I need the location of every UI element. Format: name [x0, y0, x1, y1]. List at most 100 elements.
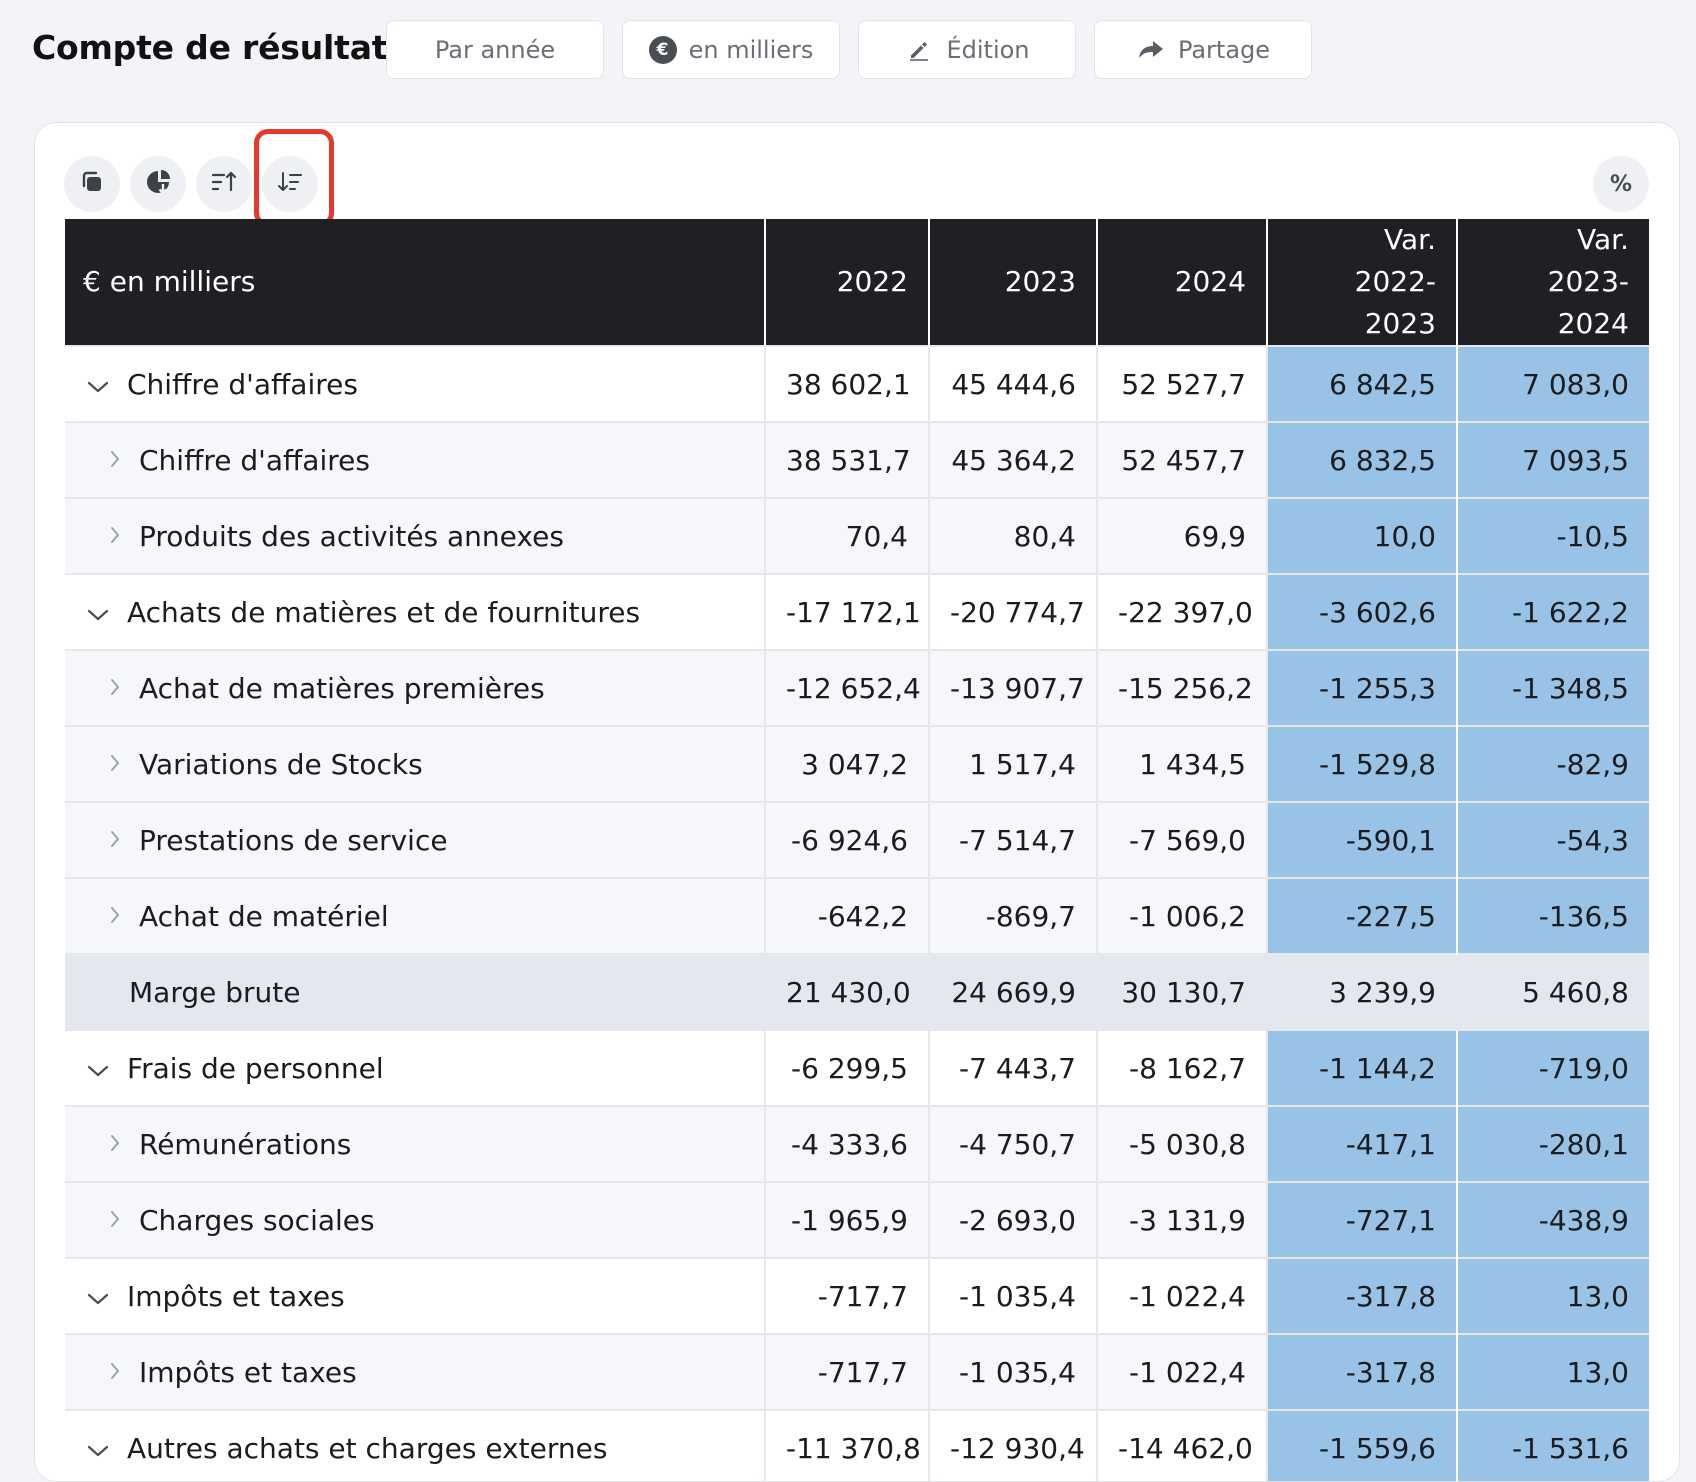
variation-2023-2024-cell: 13,0 [1457, 1333, 1649, 1410]
pencil-icon [904, 35, 934, 65]
row-label: Prestations de service [139, 823, 448, 857]
variation-2022-2023-cell: -1 255,3 [1267, 649, 1458, 726]
value-2024-cell: -22 397,0 [1097, 573, 1268, 650]
value-2022-cell: 21 430,0 [765, 953, 930, 1030]
chevron-right-icon[interactable] [109, 829, 125, 855]
variation-2023-2024-cell: -10,5 [1457, 497, 1649, 574]
chevron-right-icon[interactable] [109, 905, 125, 931]
income-statement-table: € en milliers 2022 2023 2024 Var. 2022-2… [65, 219, 1649, 1481]
value-2024-cell: -14 462,0 [1097, 1409, 1268, 1481]
value-2023-cell: -1 035,4 [929, 1333, 1098, 1410]
chevron-right-icon[interactable] [109, 525, 125, 551]
variation-2022-2023-cell: -3 602,6 [1267, 573, 1458, 650]
column-header-2022[interactable]: 2022 [765, 219, 930, 346]
row-label-cell[interactable]: Impôts et taxes [65, 1257, 766, 1334]
column-header-label: € en milliers [65, 219, 766, 346]
units-button[interactable]: € en milliers [622, 20, 840, 79]
value-2024-cell: 30 130,7 [1097, 953, 1268, 1030]
chevron-down-icon[interactable] [87, 372, 109, 400]
chevron-right-icon[interactable] [109, 1133, 125, 1159]
percent-toggle-button[interactable]: % [1593, 156, 1649, 212]
variation-2022-2023-cell: -1 529,8 [1267, 725, 1458, 802]
euro-circle-icon: € [648, 35, 677, 64]
variation-2022-2023-cell: 6 832,5 [1267, 421, 1458, 498]
column-header-2024[interactable]: 2024 [1097, 219, 1268, 346]
row-label-cell[interactable]: Autres achats et charges externes [65, 1409, 766, 1481]
sort-ascending-button[interactable] [196, 156, 252, 212]
copy-icon [78, 168, 106, 200]
variation-2022-2023-cell: 10,0 [1267, 497, 1458, 574]
value-2023-cell: -869,7 [929, 877, 1098, 954]
edit-button[interactable]: Édition [858, 20, 1076, 79]
row-label: Produits des activités annexes [139, 519, 564, 553]
value-2024-cell: -3 131,9 [1097, 1181, 1268, 1258]
chart-download-icon [143, 167, 173, 201]
chevron-down-icon[interactable] [87, 600, 109, 628]
table-row-detail: Achat de matières premières -12 652,4 -13 … [65, 649, 1649, 726]
row-label-cell[interactable]: Achat de matériel [65, 877, 766, 954]
row-label-cell[interactable]: Variations de Stocks [65, 725, 766, 802]
var-header-line1: Var. [1384, 223, 1436, 256]
top-bar: Compte de résultat Par année € en millie… [0, 0, 1696, 100]
value-2024-cell: -15 256,2 [1097, 649, 1268, 726]
variation-2023-2024-cell: -280,1 [1457, 1105, 1649, 1182]
row-label: Variations de Stocks [139, 747, 423, 781]
table-row-detail: Chiffre d'affaires 38 531,7 45 364,2 52 457… [65, 421, 1649, 498]
value-2024-cell: -1 022,4 [1097, 1257, 1268, 1334]
value-2023-cell: 45 444,6 [929, 345, 1098, 422]
row-label: Achats de matières et de fournitures [127, 595, 641, 629]
row-label-cell[interactable]: Charges sociales [65, 1181, 766, 1258]
value-2023-cell: -4 750,7 [929, 1105, 1098, 1182]
row-label: Impôts et taxes [139, 1355, 357, 1389]
column-header-var-2022-2023[interactable]: Var. 2022-2023 [1267, 219, 1458, 346]
row-label-cell[interactable]: Achats de matières et de fournitures [65, 573, 766, 650]
var-header-line1: Var. [1577, 223, 1629, 256]
chevron-right-icon[interactable] [109, 753, 125, 779]
row-label-cell[interactable]: Achat de matières premières [65, 649, 766, 726]
variation-2022-2023-cell: -317,8 [1267, 1257, 1458, 1334]
variation-2023-2024-cell: 7 083,0 [1457, 345, 1649, 422]
table-row-group: Impôts et taxes -717,7 -1 035,4 -1 022,4 -31… [65, 1257, 1649, 1334]
period-button-label: Par année [434, 35, 556, 64]
column-header-var-2023-2024[interactable]: Var. 2023-2024 [1457, 219, 1649, 346]
chevron-down-icon[interactable] [87, 1056, 109, 1084]
value-2023-cell: 1 517,4 [929, 725, 1098, 802]
value-2023-cell: -2 693,0 [929, 1181, 1098, 1258]
table-row-total: Marge brute 21 430,0 24 669,9 30 130,7 3 239… [65, 953, 1649, 1030]
variation-2023-2024-cell: -438,9 [1457, 1181, 1649, 1258]
row-label-cell[interactable]: Rémunérations [65, 1105, 766, 1182]
row-label: Autres achats et charges externes [127, 1432, 608, 1465]
value-2022-cell: -642,2 [765, 877, 930, 954]
row-label-cell[interactable]: Frais de personnel [65, 1029, 766, 1106]
chart-download-button[interactable] [130, 156, 186, 212]
row-label-cell[interactable]: Prestations de service [65, 801, 766, 878]
value-2024-cell: 69,9 [1097, 497, 1268, 574]
chevron-right-icon[interactable] [109, 677, 125, 703]
value-2023-cell: -7 514,7 [929, 801, 1098, 878]
edit-button-label: Édition [946, 35, 1030, 64]
table-row-detail: Charges sociales -1 965,9 -2 693,0 -3 131,9… [65, 1181, 1649, 1258]
sort-descending-button[interactable] [262, 156, 318, 212]
chevron-right-icon[interactable] [109, 449, 125, 475]
row-label-cell[interactable]: Impôts et taxes [65, 1333, 766, 1410]
value-2022-cell: -4 333,6 [765, 1105, 930, 1182]
copy-button[interactable] [64, 156, 120, 212]
row-label-cell[interactable]: Chiffre d'affaires [65, 421, 766, 498]
table-row-detail: Prestations de service -6 924,6 -7 514,7 -7… [65, 801, 1649, 878]
share-button[interactable]: Partage [1094, 20, 1312, 79]
row-label-cell[interactable]: Produits des activités annexes [65, 497, 766, 574]
chevron-down-icon[interactable] [87, 1284, 109, 1312]
chevron-down-icon[interactable] [87, 1436, 109, 1464]
value-2024-cell: -1 006,2 [1097, 877, 1268, 954]
value-2022-cell: -17 172,1 [765, 573, 930, 650]
variation-2023-2024-cell: -1 348,5 [1457, 649, 1649, 726]
row-label-cell[interactable]: Chiffre d'affaires [65, 345, 766, 422]
period-button[interactable]: Par année [386, 20, 604, 79]
variation-2022-2023-cell: -317,8 [1267, 1333, 1458, 1410]
column-header-2023[interactable]: 2023 [929, 219, 1098, 346]
chevron-right-icon[interactable] [109, 1209, 125, 1235]
chevron-right-icon[interactable] [109, 1361, 125, 1387]
variation-2023-2024-cell: -136,5 [1457, 877, 1649, 954]
variation-2023-2024-cell: -1 622,2 [1457, 573, 1649, 650]
variation-2023-2024-cell: -54,3 [1457, 801, 1649, 878]
